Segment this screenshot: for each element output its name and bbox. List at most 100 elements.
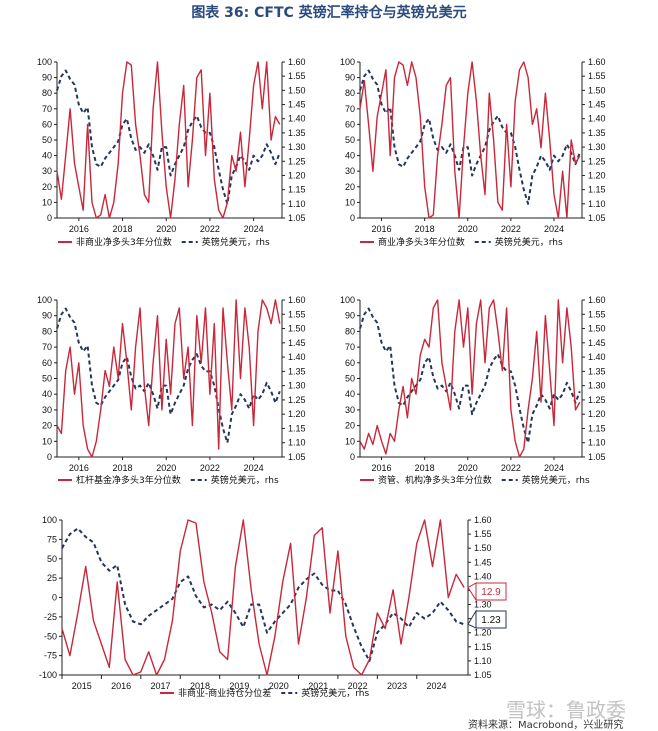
legend-label: 杠杆基金净多头3年分位数 (76, 474, 181, 486)
position-percentile-line (56, 299, 281, 458)
x-tick-label: 2018 (415, 463, 435, 473)
x-tick-label: 2021 (308, 681, 328, 691)
y-left-tick-label: -75 (44, 651, 57, 661)
position-percentile-line (359, 299, 581, 458)
x-tick-label: 2016 (111, 681, 131, 691)
y-left-tick-label: 10 (345, 436, 355, 446)
end-label-value: 1.23 (481, 615, 501, 626)
y-left-tick-label: 40 (42, 151, 52, 161)
x-tick-label: 2022 (348, 681, 368, 691)
y-left-tick-label: 70 (345, 342, 355, 352)
y-right-tick-label: 1.10 (288, 199, 306, 209)
y-right-tick-label: 1.40 (588, 352, 606, 362)
x-tick-label: 2018 (415, 224, 435, 234)
x-tick-label: 2020 (269, 681, 289, 691)
x-tick-label: 2020 (156, 463, 176, 473)
y-right-tick-label: 1.05 (288, 213, 306, 223)
y-right-tick-label: 1.20 (588, 170, 606, 180)
y-left-tick-label: -100 (39, 670, 57, 680)
y-right-tick-label: 1.35 (288, 128, 306, 138)
chart-panel-1: 0 10 20 30 40 50 60 70 80 90 100 1.05 1.10 1.15 1.20 1.… (37, 57, 306, 248)
y-right-tick-label: 1.20 (288, 409, 306, 419)
legend-label: 商业净多头3年分位数 (378, 236, 465, 248)
y-left-tick-label: 20 (345, 182, 355, 192)
y-left-tick-label: 90 (42, 73, 52, 83)
y-right-tick-label: 1.15 (588, 423, 606, 433)
y-right-tick-label: 1.35 (588, 366, 606, 376)
y-left-tick-label: 60 (42, 358, 52, 368)
legend-label: 非商业-商业持仓分位差 (178, 687, 271, 699)
y-left-tick-label: 60 (345, 358, 355, 368)
y-right-tick-label: 1.25 (288, 395, 306, 405)
y-right-tick-label: 1.45 (288, 338, 306, 348)
y-right-tick-label: 1.55 (588, 309, 606, 319)
y-right-tick-label: 1.30 (588, 142, 606, 152)
y-right-tick-label: 1.55 (588, 71, 606, 81)
y-right-tick-label: 1.45 (588, 100, 606, 110)
legend-label: 英镑兑美元，rhs (202, 236, 270, 248)
page-title: 图表 36: CFTC 英镑汇率持仓与英镑兑美元 (191, 5, 467, 21)
x-tick-label: 2024 (244, 463, 264, 473)
y-right-tick-label: 1.60 (288, 295, 306, 305)
y-right-tick-label: 1.60 (288, 57, 306, 67)
legend-label: 非商业净多头3年分位数 (76, 236, 172, 248)
y-right-tick-label: 1.40 (288, 352, 306, 362)
x-tick-label: 2024 (544, 463, 564, 473)
y-left-tick-label: 0 (350, 452, 355, 462)
y-right-tick-label: 1.35 (588, 128, 606, 138)
x-tick-label: 2024 (426, 681, 446, 691)
x-tick-label: 2015 (72, 681, 92, 691)
y-left-tick-label: 70 (345, 104, 355, 114)
x-tick-label: 2016 (69, 224, 89, 234)
y-left-tick-label: 50 (42, 135, 52, 145)
y-right-tick-label: 1.25 (588, 156, 606, 166)
y-right-tick-label: 1.55 (288, 71, 306, 81)
y-left-tick-label: 50 (345, 374, 355, 384)
x-tick-label: 2020 (156, 224, 176, 234)
x-tick-label: 2020 (458, 224, 478, 234)
y-right-tick-label: 1.50 (474, 543, 492, 553)
y-right-tick-label: 1.50 (588, 324, 606, 334)
chart-panel-3: 0 10 20 30 40 50 60 70 80 90 100 1.05 1.10 1.15 1.20 1.… (37, 295, 306, 486)
y-left-tick-label: 60 (42, 119, 52, 129)
gbpusd-line (359, 307, 581, 444)
y-right-tick-label: 1.45 (288, 100, 306, 110)
y-right-tick-label: 1.10 (588, 438, 606, 448)
end-label-value: 12.9 (481, 587, 501, 598)
y-right-tick-label: 1.60 (474, 515, 492, 525)
y-left-tick-label: 30 (42, 166, 52, 176)
y-right-tick-label: 1.50 (588, 85, 606, 95)
y-left-tick-label: 0 (350, 213, 355, 223)
y-left-tick-label: 30 (345, 405, 355, 415)
y-left-tick-label: 80 (345, 88, 355, 98)
y-left-tick-label: 100 (37, 295, 52, 305)
y-left-tick-label: 100 (37, 57, 52, 67)
source-note: 资料来源：Macrobond，兴业研究 (468, 720, 624, 731)
x-tick-label: 2023 (387, 681, 407, 691)
y-left-tick-label: 10 (42, 436, 52, 446)
y-left-tick-label: 50 (42, 374, 52, 384)
x-tick-label: 2016 (372, 224, 392, 234)
end-label-pointer (467, 582, 477, 602)
y-right-tick-label: 1.15 (288, 423, 306, 433)
chart-panel-2: 0 10 20 30 40 50 60 70 80 90 100 1.05 1.10 1.15 1.20 1.… (340, 57, 606, 248)
end-label-box (475, 610, 507, 629)
gbpusd-line (359, 69, 581, 205)
y-right-tick-label: 1.30 (474, 600, 492, 610)
y-left-tick-label: 30 (345, 166, 355, 176)
y-right-tick-label: 1.30 (288, 142, 306, 152)
x-tick-label: 2024 (544, 224, 564, 234)
y-left-tick-label: 10 (345, 197, 355, 207)
y-left-tick-label: 60 (345, 119, 355, 129)
y-right-tick-label: 1.55 (474, 529, 492, 539)
y-right-tick-label: 1.35 (288, 366, 306, 376)
y-right-tick-label: 1.45 (474, 557, 492, 567)
y-left-tick-label: 50 (47, 554, 57, 564)
y-left-tick-label: 90 (345, 73, 355, 83)
x-tick-label: 2022 (200, 224, 220, 234)
y-left-tick-label: 70 (42, 104, 52, 114)
y-right-tick-label: 1.10 (288, 438, 306, 448)
y-right-tick-label: 1.05 (588, 213, 606, 223)
y-right-tick-label: 1.15 (288, 185, 306, 195)
